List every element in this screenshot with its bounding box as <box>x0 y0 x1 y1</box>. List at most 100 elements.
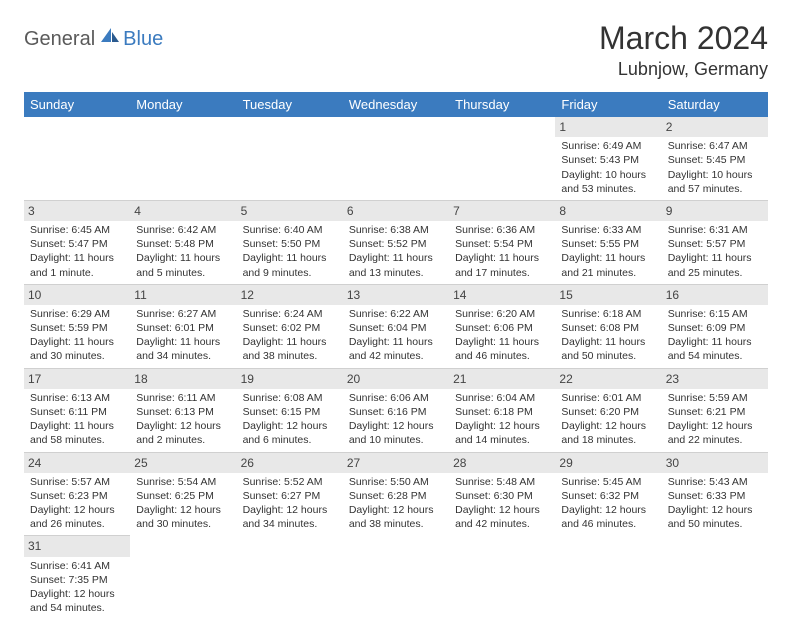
sunset-text: Sunset: 6:25 PM <box>136 489 230 503</box>
sunset-text: Sunset: 6:20 PM <box>561 405 655 419</box>
day-number: 27 <box>343 453 449 473</box>
day-number: 5 <box>237 201 343 221</box>
sail-icon <box>99 26 121 44</box>
day-number: 6 <box>343 201 449 221</box>
sunrise-text: Sunrise: 6:36 AM <box>455 223 549 237</box>
sunrise-text: Sunrise: 6:27 AM <box>136 307 230 321</box>
calendar-cell: 1Sunrise: 6:49 AMSunset: 5:43 PMDaylight… <box>555 117 661 200</box>
month-title: March 2024 <box>599 20 768 57</box>
calendar-row: 31Sunrise: 6:41 AMSunset: 7:35 PMDayligh… <box>24 536 768 619</box>
sunset-text: Sunset: 5:54 PM <box>455 237 549 251</box>
daylight-text: Daylight: 10 hours and 53 minutes. <box>561 168 655 196</box>
calendar-cell: 18Sunrise: 6:11 AMSunset: 6:13 PMDayligh… <box>130 368 236 452</box>
sunrise-text: Sunrise: 6:04 AM <box>455 391 549 405</box>
calendar-cell: 11Sunrise: 6:27 AMSunset: 6:01 PMDayligh… <box>130 284 236 368</box>
daylight-text: Daylight: 11 hours and 21 minutes. <box>561 251 655 279</box>
day-number: 7 <box>449 201 555 221</box>
daylight-text: Daylight: 12 hours and 6 minutes. <box>243 419 337 447</box>
calendar-cell: 28Sunrise: 5:48 AMSunset: 6:30 PMDayligh… <box>449 452 555 536</box>
sunset-text: Sunset: 6:33 PM <box>668 489 762 503</box>
calendar-cell: 17Sunrise: 6:13 AMSunset: 6:11 PMDayligh… <box>24 368 130 452</box>
header: General Blue March 2024 Lubnjow, Germany <box>24 20 768 80</box>
day-number: 24 <box>24 453 130 473</box>
sunrise-text: Sunrise: 6:06 AM <box>349 391 443 405</box>
sunrise-text: Sunrise: 6:29 AM <box>30 307 124 321</box>
day-number: 22 <box>555 369 661 389</box>
calendar-cell: 15Sunrise: 6:18 AMSunset: 6:08 PMDayligh… <box>555 284 661 368</box>
calendar-cell <box>343 536 449 619</box>
day-number: 30 <box>662 453 768 473</box>
sunrise-text: Sunrise: 5:48 AM <box>455 475 549 489</box>
sunset-text: Sunset: 6:16 PM <box>349 405 443 419</box>
sunrise-text: Sunrise: 6:42 AM <box>136 223 230 237</box>
day-header: Monday <box>130 92 236 117</box>
sunset-text: Sunset: 6:08 PM <box>561 321 655 335</box>
sunrise-text: Sunrise: 6:22 AM <box>349 307 443 321</box>
day-number: 21 <box>449 369 555 389</box>
daylight-text: Daylight: 12 hours and 42 minutes. <box>455 503 549 531</box>
logo-text-blue: Blue <box>123 28 163 51</box>
sunrise-text: Sunrise: 6:01 AM <box>561 391 655 405</box>
calendar-cell: 16Sunrise: 6:15 AMSunset: 6:09 PMDayligh… <box>662 284 768 368</box>
sunrise-text: Sunrise: 6:31 AM <box>668 223 762 237</box>
sunrise-text: Sunrise: 6:45 AM <box>30 223 124 237</box>
sunrise-text: Sunrise: 6:15 AM <box>668 307 762 321</box>
daylight-text: Daylight: 11 hours and 9 minutes. <box>243 251 337 279</box>
daylight-text: Daylight: 12 hours and 38 minutes. <box>349 503 443 531</box>
calendar-cell: 12Sunrise: 6:24 AMSunset: 6:02 PMDayligh… <box>237 284 343 368</box>
daylight-text: Daylight: 12 hours and 10 minutes. <box>349 419 443 447</box>
sunrise-text: Sunrise: 6:40 AM <box>243 223 337 237</box>
day-header: Sunday <box>24 92 130 117</box>
calendar-cell: 10Sunrise: 6:29 AMSunset: 5:59 PMDayligh… <box>24 284 130 368</box>
day-number: 29 <box>555 453 661 473</box>
sunset-text: Sunset: 6:27 PM <box>243 489 337 503</box>
calendar-cell: 27Sunrise: 5:50 AMSunset: 6:28 PMDayligh… <box>343 452 449 536</box>
daylight-text: Daylight: 12 hours and 18 minutes. <box>561 419 655 447</box>
calendar-cell: 25Sunrise: 5:54 AMSunset: 6:25 PMDayligh… <box>130 452 236 536</box>
day-number: 13 <box>343 285 449 305</box>
calendar-cell <box>662 536 768 619</box>
sunrise-text: Sunrise: 5:54 AM <box>136 475 230 489</box>
daylight-text: Daylight: 12 hours and 2 minutes. <box>136 419 230 447</box>
daylight-text: Daylight: 12 hours and 34 minutes. <box>243 503 337 531</box>
sunset-text: Sunset: 6:32 PM <box>561 489 655 503</box>
location: Lubnjow, Germany <box>599 59 768 80</box>
sunrise-text: Sunrise: 6:41 AM <box>30 559 124 573</box>
calendar-cell: 8Sunrise: 6:33 AMSunset: 5:55 PMDaylight… <box>555 200 661 284</box>
sunset-text: Sunset: 6:15 PM <box>243 405 337 419</box>
day-header: Tuesday <box>237 92 343 117</box>
sunset-text: Sunset: 5:55 PM <box>561 237 655 251</box>
sunset-text: Sunset: 6:02 PM <box>243 321 337 335</box>
calendar-cell: 29Sunrise: 5:45 AMSunset: 6:32 PMDayligh… <box>555 452 661 536</box>
daylight-text: Daylight: 11 hours and 5 minutes. <box>136 251 230 279</box>
calendar-row: 17Sunrise: 6:13 AMSunset: 6:11 PMDayligh… <box>24 368 768 452</box>
sunrise-text: Sunrise: 6:33 AM <box>561 223 655 237</box>
calendar-row: 3Sunrise: 6:45 AMSunset: 5:47 PMDaylight… <box>24 200 768 284</box>
calendar-cell <box>130 117 236 200</box>
sunset-text: Sunset: 6:11 PM <box>30 405 124 419</box>
day-number: 1 <box>555 117 661 137</box>
sunrise-text: Sunrise: 6:13 AM <box>30 391 124 405</box>
day-number: 18 <box>130 369 236 389</box>
day-number: 15 <box>555 285 661 305</box>
daylight-text: Daylight: 11 hours and 25 minutes. <box>668 251 762 279</box>
sunset-text: Sunset: 5:52 PM <box>349 237 443 251</box>
daylight-text: Daylight: 12 hours and 30 minutes. <box>136 503 230 531</box>
calendar-cell: 26Sunrise: 5:52 AMSunset: 6:27 PMDayligh… <box>237 452 343 536</box>
sunrise-text: Sunrise: 6:08 AM <box>243 391 337 405</box>
calendar-cell: 4Sunrise: 6:42 AMSunset: 5:48 PMDaylight… <box>130 200 236 284</box>
calendar-cell: 31Sunrise: 6:41 AMSunset: 7:35 PMDayligh… <box>24 536 130 619</box>
day-header: Wednesday <box>343 92 449 117</box>
calendar-cell: 21Sunrise: 6:04 AMSunset: 6:18 PMDayligh… <box>449 368 555 452</box>
calendar-cell <box>343 117 449 200</box>
calendar-cell: 7Sunrise: 6:36 AMSunset: 5:54 PMDaylight… <box>449 200 555 284</box>
title-block: March 2024 Lubnjow, Germany <box>599 20 768 80</box>
daylight-text: Daylight: 12 hours and 22 minutes. <box>668 419 762 447</box>
calendar-row: 24Sunrise: 5:57 AMSunset: 6:23 PMDayligh… <box>24 452 768 536</box>
calendar-cell: 9Sunrise: 6:31 AMSunset: 5:57 PMDaylight… <box>662 200 768 284</box>
daylight-text: Daylight: 11 hours and 38 minutes. <box>243 335 337 363</box>
logo-text-general: General <box>24 28 95 51</box>
sunset-text: Sunset: 6:23 PM <box>30 489 124 503</box>
day-number: 14 <box>449 285 555 305</box>
calendar-cell: 3Sunrise: 6:45 AMSunset: 5:47 PMDaylight… <box>24 200 130 284</box>
